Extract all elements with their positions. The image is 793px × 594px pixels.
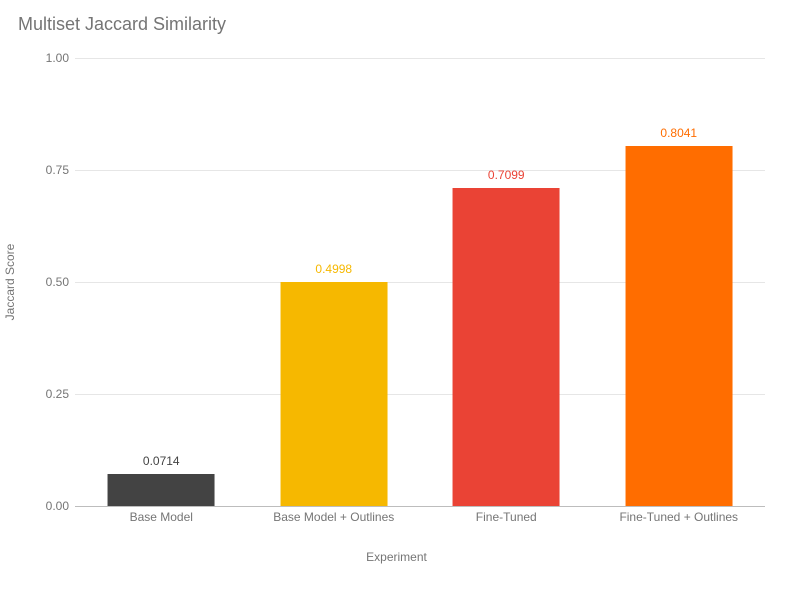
chart-title: Multiset Jaccard Similarity (18, 14, 226, 35)
x-tick-label: Base Model (130, 510, 193, 524)
bar-value-label: 0.7099 (488, 168, 525, 182)
bar-value-label: 0.8041 (660, 126, 697, 140)
y-axis-title: Jaccard Score (3, 244, 17, 321)
bar-group: 0.8041 (593, 58, 766, 506)
x-tick-label: Fine-Tuned (476, 510, 537, 524)
bar-value-label: 0.4998 (315, 262, 352, 276)
plot-area: 0.0714 0.4998 0.7099 0.8041 (75, 58, 765, 506)
x-tick-label: Fine-Tuned + Outlines (619, 510, 738, 524)
bar (625, 146, 732, 506)
y-tick-label: 0.75 (46, 163, 69, 177)
y-tick-label: 0.50 (46, 275, 69, 289)
bar-value-label: 0.0714 (143, 454, 180, 468)
baseline (75, 506, 765, 507)
y-tick-label: 0.00 (46, 499, 69, 513)
bar (453, 188, 560, 506)
bar-group: 0.7099 (420, 58, 593, 506)
bar-group: 0.4998 (248, 58, 421, 506)
y-tick-label: 1.00 (46, 51, 69, 65)
bar (108, 474, 215, 506)
y-tick-label: 0.25 (46, 387, 69, 401)
x-tick-label: Base Model + Outlines (273, 510, 394, 524)
bar-group: 0.0714 (75, 58, 248, 506)
chart-container: Multiset Jaccard Similarity Jaccard Scor… (0, 0, 793, 594)
y-axis: 0.000.250.500.751.00 (40, 58, 75, 506)
bar (280, 282, 387, 506)
x-axis-title: Experiment (366, 550, 427, 564)
